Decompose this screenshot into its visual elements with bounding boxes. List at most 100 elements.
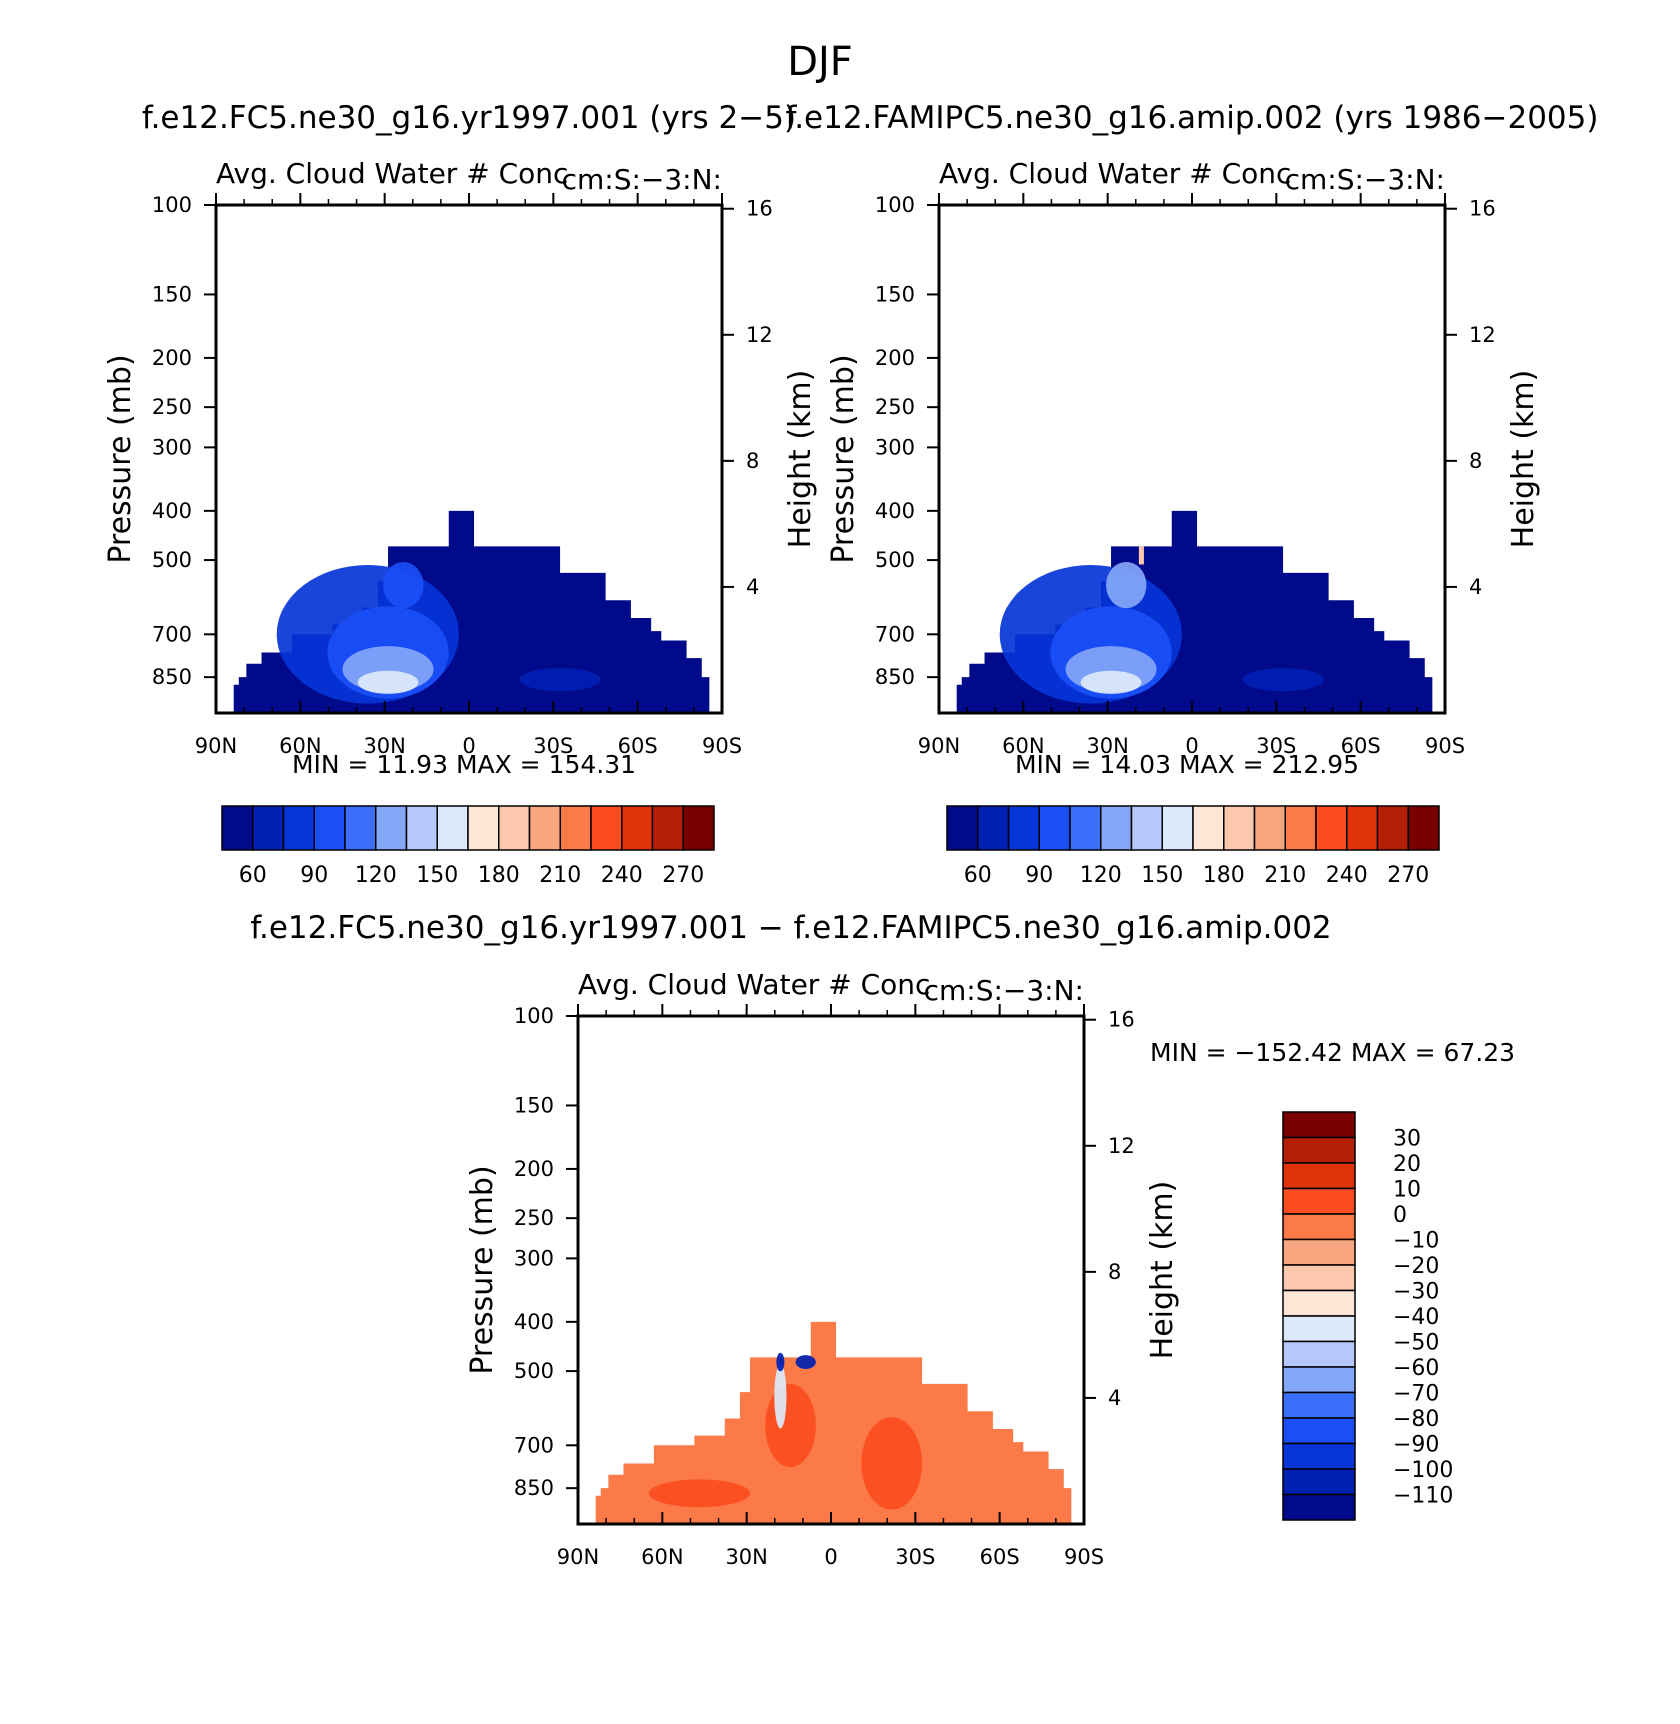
field-contour-hot [1138,546,1144,565]
x-tick-label: 90N [557,1545,599,1569]
y2-tick-label: 16 [1469,197,1496,221]
x-tick-label: 60S [980,1545,1020,1569]
field-contour-5 [1105,561,1147,609]
stats-label: MIN = −152.42 MAX = 67.23 [1150,1038,1515,1067]
right-title: cm:S:−3:N: [1285,163,1445,196]
y2-tick-label: 16 [746,197,773,221]
field-contour-4 [1080,670,1142,694]
colorbar: 3020100−10−20−30−40−50−60−70−80−90−100−1… [1282,1111,1453,1521]
colorbar-box [528,805,561,851]
colorbar-label: 240 [601,863,643,888]
colorbar-label: −110 [1393,1484,1453,1509]
colorbar-label: 20 [1393,1152,1421,1177]
y2-tick-label: 8 [1108,1260,1121,1284]
colorbar-box [1038,805,1071,851]
colorbar: 60 90 120 150 180 210 240 270 [221,805,715,888]
x-tick-label: 0 [1185,734,1198,758]
field-base [595,1321,1072,1524]
colorbar-box [405,805,438,851]
field-contour-4 [774,1363,787,1429]
colorbar: 60 90 120 150 180 210 240 270 [946,805,1440,888]
colorbar-label: 60 [239,863,267,888]
x-tick-label: 60S [618,734,658,758]
y2-axis-label: Height (km) [783,370,818,549]
colorbar-label: −80 [1393,1407,1439,1432]
y-tick-label: 400 [875,499,915,523]
colorbar-box [1282,1213,1356,1241]
colorbar-box [1282,1366,1356,1394]
x-tick-label: 30S [1256,734,1296,758]
colorbar-box [344,805,377,851]
field-contour-6 [795,1355,816,1369]
x-tick-label: 30S [533,734,573,758]
panels: f.e12.FC5.ne30_g16.yr1997.001 (yrs 2−5) A… [103,100,1598,1569]
colorbar-label: −40 [1393,1305,1439,1330]
y2-tick-label: 8 [746,449,759,473]
colorbar-box [621,805,654,851]
colorbar-box [221,805,254,851]
colorbar-label: −20 [1393,1254,1439,1279]
colorbar-box [1376,805,1409,851]
colorbar-label: 270 [1387,863,1429,888]
x-tick-label: 60S [1341,734,1381,758]
colorbar-box [1192,805,1225,851]
y2-tick-label: 8 [1469,449,1482,473]
field-contour-5 [382,561,424,609]
colorbar-box [1282,1340,1356,1368]
x-tick-label: 90N [195,734,237,758]
panel-3: f.e12.FC5.ne30_g16.yr1997.001 − f.e12.FA… [250,910,1515,1569]
x-tick-label: 0 [824,1545,837,1569]
y-tick-label: 250 [152,395,192,419]
colorbar-label: 240 [1326,863,1368,888]
colorbar-box [1282,1238,1356,1266]
x-tick-label: 30N [725,1545,767,1569]
colorbar-box [1282,1391,1356,1419]
x-tick-label: 60N [641,1545,683,1569]
colorbar-box [977,805,1010,851]
y-tick-label: 150 [152,282,192,306]
y-tick-label: 500 [514,1359,554,1383]
x-tick-label: 90N [918,734,960,758]
y-tick-label: 150 [514,1093,554,1117]
colorbar-box [1282,1136,1356,1164]
colorbar-label: 270 [662,863,704,888]
colorbar-label: 120 [1080,863,1122,888]
field-contour-6 [519,668,601,692]
y-tick-label: 250 [514,1206,554,1230]
y2-tick-label: 16 [1108,1008,1135,1032]
colorbar-box [436,805,469,851]
case-title: f.e12.FAMIPC5.ne30_g16.amip.002 (yrs 198… [786,100,1599,136]
y-tick-label: 100 [152,193,192,217]
x-tick-label: 30S [895,1545,935,1569]
figure-title: DJF [787,39,853,85]
colorbar-label: 10 [1393,1178,1421,1203]
colorbar-label: 150 [416,863,458,888]
colorbar-label: −30 [1393,1280,1439,1305]
colorbar-box [1407,805,1440,851]
x-tick-label: 0 [462,734,475,758]
colorbar-label: 180 [478,863,520,888]
y-tick-label: 850 [152,665,192,689]
colorbar-label: −70 [1393,1382,1439,1407]
x-tick-label: 90S [702,734,742,758]
colorbar-label: 210 [1264,863,1306,888]
y-axis-label: Pressure (mb) [103,354,138,563]
colorbar-label: 150 [1141,863,1183,888]
field-contour-4 [357,670,419,694]
y2-tick-label: 4 [1469,575,1482,599]
colorbar-box [252,805,285,851]
y-tick-label: 700 [514,1433,554,1457]
y-tick-label: 300 [514,1246,554,1270]
colorbar-label: 180 [1203,863,1245,888]
panel-2: f.e12.FAMIPC5.ne30_g16.amip.002 (yrs 198… [786,100,1599,888]
colorbar-box [1253,805,1286,851]
field-contour-1 [765,1383,816,1468]
colorbar-box [1223,805,1256,851]
field-contour-2 [861,1417,923,1510]
colorbar-label: 60 [964,863,992,888]
y2-tick-label: 4 [1108,1386,1121,1410]
x-tick-label: 60N [279,734,321,758]
y-tick-label: 400 [152,499,192,523]
stats-label: MIN = 14.03 MAX = 212.95 [1015,750,1359,779]
colorbar-label: −90 [1393,1433,1439,1458]
